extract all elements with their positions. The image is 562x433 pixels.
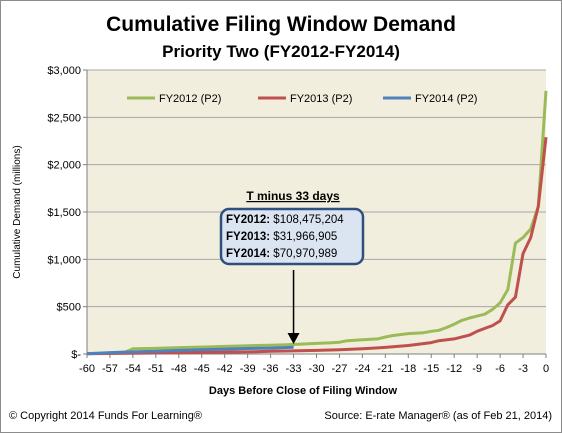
x-tick-label: -57	[102, 363, 118, 375]
callout-heading: T minus 33 days	[246, 189, 340, 203]
x-tick-label: -54	[125, 363, 141, 375]
y-tick-label: $1,500	[47, 207, 81, 219]
chart-title: Cumulative Filing Window Demand	[106, 13, 456, 36]
callout-line-fy2012: FY2012: $108,475,204	[226, 214, 344, 226]
x-tick-label: -12	[446, 363, 462, 375]
y-tick-label: $3,000	[47, 65, 81, 77]
callout-label-fy2014: FY2014:	[226, 248, 270, 260]
t-minus-callout: T minus 33 days FY2012: $108,475,204 FY2…	[219, 189, 365, 344]
series-lines	[86, 90, 548, 356]
x-axis-label: Days Before Close of Filing Window	[209, 385, 398, 397]
callout-box	[219, 207, 365, 266]
legend-label-3: FY2014 (P2)	[415, 93, 477, 105]
callout-line-fy2014: FY2014: $70,970,989	[226, 248, 337, 260]
callout-arrowhead	[287, 333, 300, 344]
x-tick-label: -9	[472, 363, 482, 375]
x-tick-label: -6	[495, 363, 505, 375]
x-tick-labels: -60 -57 -54 -51 -48 -45 -42 -39 -36 -33 -30 -27 -24-…	[79, 363, 549, 375]
y-axis-label: Cumulative Demand (millions)	[12, 145, 23, 278]
y-tick-label: $500	[57, 302, 81, 314]
x-tick-label: -24	[354, 363, 370, 375]
series-line-fy2014-p2	[86, 345, 294, 356]
x-tick-label: -15	[423, 363, 439, 375]
x-tick-label: -45	[194, 363, 210, 375]
callout-label-fy2013: FY2013:	[226, 231, 270, 243]
callout-label-fy2012: FY2012:	[226, 214, 270, 226]
legend: FY2012 (P2) FY2013 (P2) FY2014 (P2)	[127, 93, 477, 105]
x-tick-label: -42	[217, 363, 233, 375]
y-tick-label: $1,000	[47, 254, 81, 266]
source-footer: Source: E-rate Manager® (as of Feb 21, 2…	[324, 410, 552, 422]
callout-line-fy2013: FY2013: $31,966,905	[226, 231, 337, 243]
callout-value-fy2013: $31,966,905	[270, 231, 337, 243]
x-tick-label: -27	[331, 363, 347, 375]
x-tick-label: -3	[518, 363, 528, 375]
x-tick-label: -36	[263, 363, 279, 375]
x-tick-label: -33	[286, 363, 302, 375]
y-tick-label: $2,000	[47, 160, 81, 172]
x-tick-label: -21	[377, 363, 393, 375]
x-tick-label: -30	[309, 363, 325, 375]
series-line-fy2013-p2	[86, 137, 548, 356]
callout-value-fy2014: $70,970,989	[270, 248, 337, 260]
x-tick-label: -18	[400, 363, 416, 375]
chart-subtitle: Priority Two (FY2012-FY2014)	[162, 42, 400, 61]
copyright-footer: © Copyright 2014 Funds For Learning®	[9, 410, 202, 422]
x-tick-label: -60	[79, 363, 95, 375]
series-line-fy2012-p2	[86, 90, 548, 355]
x-tick-label: -39	[240, 363, 256, 375]
legend-label-2: FY2013 (P2)	[290, 93, 352, 105]
callout-value-fy2012: $108,475,204	[270, 214, 344, 226]
y-tick-label: $2,500	[47, 112, 81, 124]
legend-label-1: FY2012 (P2)	[159, 93, 221, 105]
x-tick-label: -51	[148, 363, 164, 375]
x-tick-label: 0	[543, 363, 549, 375]
y-tick-label: $-	[71, 349, 81, 361]
y-tick-labels: $- $500 $1,000 $1,500 $2,000 $2,500 $3,000	[47, 65, 81, 361]
x-tick-label: -48	[171, 363, 187, 375]
